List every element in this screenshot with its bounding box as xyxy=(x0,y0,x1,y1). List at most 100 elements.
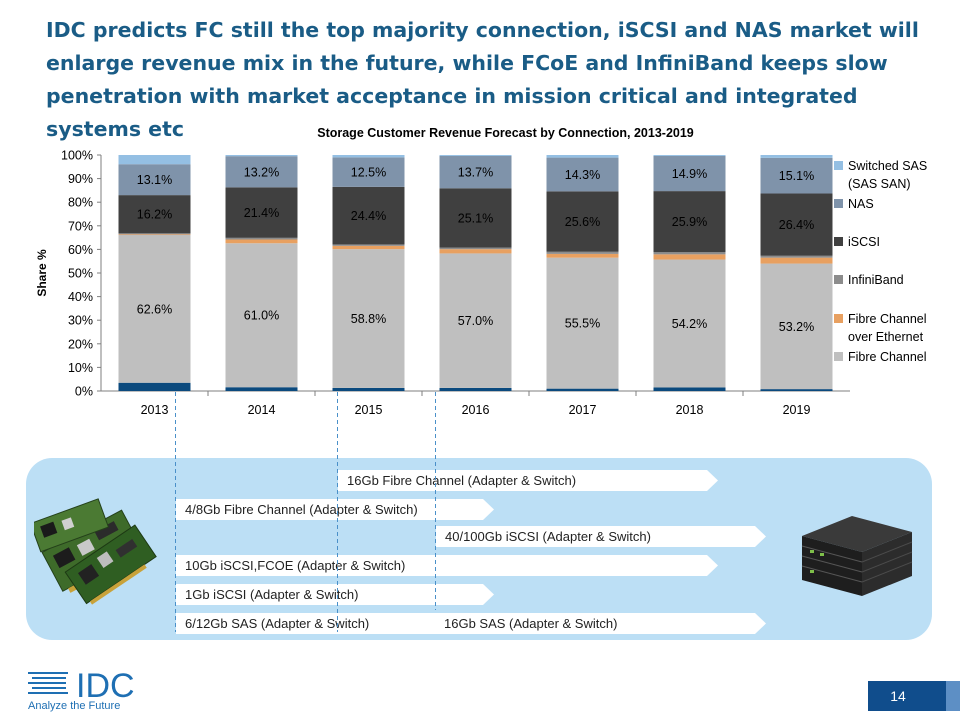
bar-segment xyxy=(332,157,405,187)
bar-segment xyxy=(760,155,833,158)
roadmap-label: 1Gb iSCSI (Adapter & Switch) xyxy=(185,587,359,602)
bar-segment xyxy=(332,249,405,388)
roadmap-arrow-sas: 6/12Gb SAS (Adapter & Switch) 16Gb SAS (… xyxy=(176,613,766,634)
bar-segment xyxy=(118,235,191,383)
x-tick-label: 2019 xyxy=(783,403,811,417)
data-label: 13.1% xyxy=(137,173,172,187)
bar-segment xyxy=(653,259,726,388)
y-tick-label: 100% xyxy=(61,149,93,163)
roadmap-label-secondary: 16Gb SAS (Adapter & Switch) xyxy=(444,616,618,631)
bar-segment xyxy=(118,164,191,196)
bar-segment xyxy=(439,253,512,388)
bar-segment xyxy=(225,187,298,238)
data-label: 21.4% xyxy=(244,206,279,220)
bar-segment xyxy=(225,155,298,157)
bar-segment xyxy=(760,263,833,390)
data-label: 12.5% xyxy=(351,166,386,180)
data-label: 13.2% xyxy=(244,165,279,179)
bar-segment xyxy=(653,191,726,253)
bar-segment xyxy=(760,157,833,194)
adapter-cards-image xyxy=(34,498,157,605)
data-label: 62.6% xyxy=(137,302,172,316)
data-label: 57.0% xyxy=(458,314,493,328)
legend-label: NAS xyxy=(848,197,874,211)
bar-segment xyxy=(439,155,512,156)
bar-segment xyxy=(225,387,298,391)
bar-segment xyxy=(653,155,726,192)
bar-segment xyxy=(225,239,298,244)
roadmap-arrow-10gb-iscsi-fcoe: 10Gb iSCSI,FCOE (Adapter & Switch) xyxy=(176,555,718,576)
y-tick-label: 20% xyxy=(68,337,93,351)
x-tick-label: 2016 xyxy=(462,403,490,417)
y-tick-label: 80% xyxy=(68,196,93,210)
y-tick-label: 40% xyxy=(68,290,93,304)
data-label: 25.9% xyxy=(672,215,707,229)
bar-segment xyxy=(118,233,191,235)
roadmap-label: 16Gb Fibre Channel (Adapter & Switch) xyxy=(347,473,577,488)
legend-swatch xyxy=(834,161,843,170)
data-label: 61.0% xyxy=(244,309,279,323)
data-label: 53.2% xyxy=(779,320,814,334)
y-tick-label: 70% xyxy=(68,219,93,233)
x-tick-label: 2017 xyxy=(569,403,597,417)
bar-segment xyxy=(760,389,833,391)
bar-segment xyxy=(118,155,191,165)
x-tick-label: 2013 xyxy=(141,403,169,417)
roadmap-label: 40/100Gb iSCSI (Adapter & Switch) xyxy=(445,529,651,544)
data-label: 15.1% xyxy=(779,169,814,183)
y-tick-label: 30% xyxy=(68,314,93,328)
bar-segment xyxy=(118,382,191,391)
data-label: 25.6% xyxy=(565,215,600,229)
bar-segment xyxy=(332,186,405,245)
bar-segment xyxy=(546,253,619,258)
bar-segment xyxy=(225,237,298,240)
x-tick-label: 2018 xyxy=(676,403,704,417)
bar-segment xyxy=(546,155,619,158)
x-tick-label: 2014 xyxy=(248,403,276,417)
data-label: 26.4% xyxy=(779,218,814,232)
legend-swatch xyxy=(834,237,843,246)
idc-logo: IDC Analyze the Future xyxy=(28,667,135,712)
legend-label: Fibre Channel xyxy=(848,350,927,364)
page-number-box: 14 xyxy=(868,681,960,711)
bar-segment xyxy=(546,157,619,192)
idc-wordmark: IDC xyxy=(76,667,135,705)
bar-segment xyxy=(653,387,726,391)
bar-segment xyxy=(760,255,833,258)
bar-segment xyxy=(118,234,191,236)
roadmap-label: 4/8Gb Fibre Channel (Adapter & Switch) xyxy=(185,502,418,517)
y-tick-label: 0% xyxy=(75,385,93,399)
x-tick-label: 2015 xyxy=(355,403,383,417)
bar-segment xyxy=(653,155,726,156)
bar-segment xyxy=(118,195,191,234)
roadmap-arrow-4-8gb-fc: 4/8Gb Fibre Channel (Adapter & Switch) xyxy=(176,499,494,520)
data-label: 14.3% xyxy=(565,168,600,182)
bar-segment xyxy=(225,156,298,188)
bar-segment xyxy=(439,155,512,189)
bar-segment xyxy=(546,388,619,391)
data-label: 58.8% xyxy=(351,312,386,326)
roadmap-label: 10Gb iSCSI,FCOE (Adapter & Switch) xyxy=(185,558,406,573)
bar-segment xyxy=(332,155,405,158)
idc-tagline: Analyze the Future xyxy=(28,700,120,712)
y-tick-label: 90% xyxy=(68,172,93,186)
bar-segment xyxy=(439,247,512,250)
roadmap-arrow-1gb-iscsi: 1Gb iSCSI (Adapter & Switch) xyxy=(176,584,494,605)
bar-segment xyxy=(439,249,512,254)
data-label: 13.7% xyxy=(458,166,493,180)
legend-label: InfiniBand xyxy=(848,273,904,287)
legend-swatch xyxy=(834,352,843,361)
bar-segment xyxy=(332,245,405,250)
data-label: 55.5% xyxy=(565,317,600,331)
legend-label: iSCSI xyxy=(848,235,880,249)
y-tick-label: 60% xyxy=(68,243,93,257)
bar-segment xyxy=(760,193,833,256)
bar-segment xyxy=(546,251,619,254)
bar-segment xyxy=(653,252,726,255)
network-switch-image xyxy=(801,516,913,596)
page-number: 14 xyxy=(890,688,906,704)
data-label: 54.2% xyxy=(672,317,707,331)
data-label: 14.9% xyxy=(672,167,707,181)
